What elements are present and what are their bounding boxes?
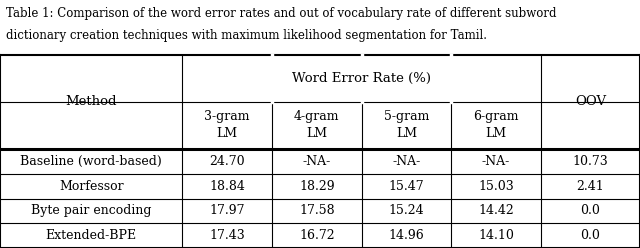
Text: 2.41: 2.41 (577, 180, 604, 193)
Text: 15.03: 15.03 (478, 180, 514, 193)
Text: 17.58: 17.58 (299, 204, 335, 217)
Text: OOV: OOV (575, 95, 606, 108)
Text: dictionary creation techniques with maximum likelihood segmentation for Tamil.: dictionary creation techniques with maxi… (6, 29, 488, 41)
Text: -NA-: -NA- (303, 155, 331, 168)
Text: 3-gram
LM: 3-gram LM (204, 110, 250, 140)
Text: 16.72: 16.72 (299, 229, 335, 242)
Text: 10.73: 10.73 (573, 155, 608, 168)
Text: Morfessor: Morfessor (59, 180, 124, 193)
Text: 18.29: 18.29 (299, 180, 335, 193)
Text: 0.0: 0.0 (580, 204, 600, 217)
Text: 5-gram
LM: 5-gram LM (384, 110, 429, 140)
Text: 17.97: 17.97 (209, 204, 245, 217)
Text: 4-gram
LM: 4-gram LM (294, 110, 340, 140)
Text: Method: Method (65, 95, 117, 108)
Text: -NA-: -NA- (392, 155, 420, 168)
Text: 15.24: 15.24 (388, 204, 424, 217)
Text: -NA-: -NA- (482, 155, 510, 168)
Text: 24.70: 24.70 (209, 155, 245, 168)
Text: 15.47: 15.47 (388, 180, 424, 193)
Text: 6-gram
LM: 6-gram LM (473, 110, 519, 140)
Text: 14.42: 14.42 (478, 204, 514, 217)
Text: Word Error Rate (%): Word Error Rate (%) (292, 72, 431, 85)
Text: 18.84: 18.84 (209, 180, 245, 193)
Text: Baseline (word-based): Baseline (word-based) (20, 155, 162, 168)
Text: 14.10: 14.10 (478, 229, 514, 242)
Text: 17.43: 17.43 (209, 229, 245, 242)
Text: 0.0: 0.0 (580, 229, 600, 242)
Text: Table 1: Comparison of the word error rates and out of vocabulary rate of differ: Table 1: Comparison of the word error ra… (6, 7, 557, 20)
Text: 14.96: 14.96 (388, 229, 424, 242)
Text: Extended-BPE: Extended-BPE (45, 229, 137, 242)
Text: Byte pair encoding: Byte pair encoding (31, 204, 152, 217)
